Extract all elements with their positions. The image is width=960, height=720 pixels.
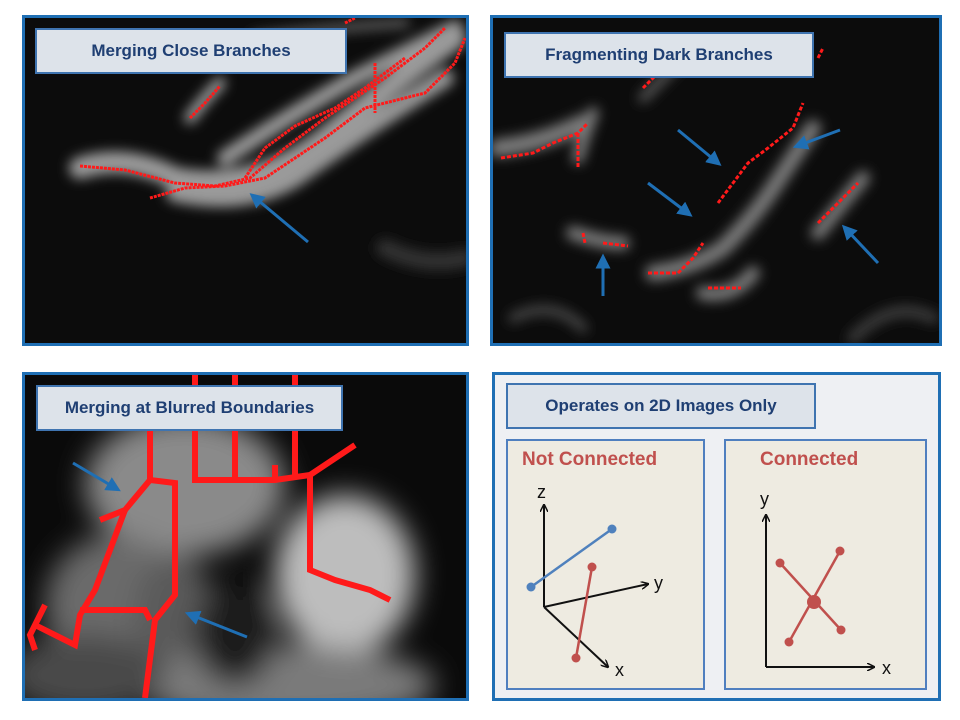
panel-fragmenting-dark-branches: Fragmenting Dark Branches (490, 15, 942, 346)
arrow-icon (184, 610, 248, 639)
red-point (836, 625, 846, 635)
panel-caption: Fragmenting Dark Branches (504, 32, 814, 78)
arrow-icon (249, 193, 309, 244)
arrow-icon (72, 461, 121, 492)
red-point (571, 653, 581, 663)
blue-point (607, 524, 617, 534)
arrow-icon (677, 128, 722, 166)
caption-text: Operates on 2D Images Only (545, 396, 777, 415)
panel-caption: Merging at Blurred Boundaries (36, 385, 343, 431)
arrow-icon (841, 224, 880, 265)
connected-title: Connected (760, 449, 859, 470)
arrow-icon (647, 181, 693, 217)
red-point (835, 546, 845, 556)
z-axis-label: z (537, 482, 546, 502)
caption-text: Merging at Blurred Boundaries (64, 398, 315, 417)
red-point (784, 637, 794, 647)
y-axis-label: y (760, 489, 769, 509)
y-axis-label: y (654, 573, 663, 593)
red-point (587, 562, 597, 572)
panel-operates-2d: Operates on 2D Images Only Not Connected… (492, 372, 941, 701)
not-connected-box: Not Connected z y x (506, 439, 705, 690)
x-axis-label: x (882, 658, 891, 678)
arrow-icon (792, 128, 841, 150)
connected-box: Connected y x (724, 439, 927, 690)
x-axis (543, 606, 608, 667)
junction-point (807, 595, 821, 609)
red-segment (574, 566, 594, 659)
panel-merging-blurred-boundaries: Merging at Blurred Boundaries (22, 372, 469, 701)
caption-text: Fragmenting Dark Branches (545, 45, 773, 64)
panel-caption: Merging Close Branches (35, 28, 347, 74)
blue-point (526, 582, 536, 592)
x-axis-label: x (615, 660, 624, 680)
axes-2d-diagram: y x (760, 489, 891, 678)
not-connected-title: Not Connected (522, 449, 658, 470)
blue-segment (530, 527, 613, 589)
axes-3d-diagram: z y x (526, 482, 663, 680)
panel-merging-close-branches: Merging Close Branches (22, 15, 469, 346)
caption-text: Merging Close Branches (91, 41, 291, 60)
panel-caption: Operates on 2D Images Only (506, 383, 816, 429)
y-axis (543, 584, 648, 608)
red-point (775, 558, 785, 568)
